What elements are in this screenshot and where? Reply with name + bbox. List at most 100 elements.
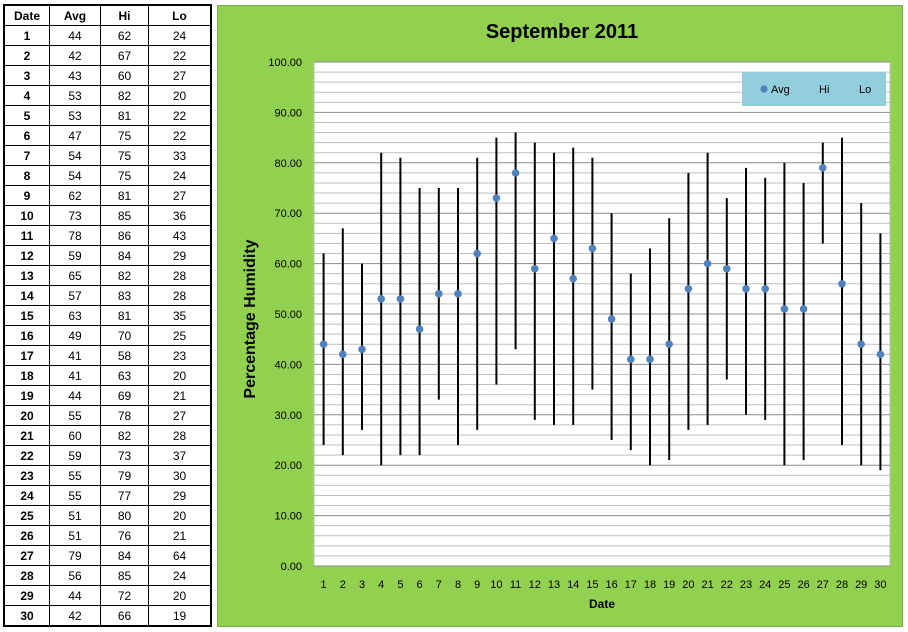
x-tick-label: 16 [605, 579, 617, 591]
avg-cell: 59 [49, 445, 101, 466]
avg-marker [723, 264, 731, 273]
table-row: 28 56 85 24 [3, 565, 212, 586]
x-tick-label: 11 [510, 579, 521, 591]
avg-marker [531, 264, 539, 273]
avg-marker [492, 194, 501, 202]
avg-marker [473, 249, 481, 258]
date-cell: 26 [3, 525, 50, 546]
x-tick-label: 29 [855, 579, 867, 591]
avg-cell: 51 [49, 525, 101, 546]
y-tick-label: 60.00 [274, 259, 302, 271]
x-tick-label: 26 [797, 579, 809, 591]
avg-cell: 42 [49, 45, 101, 66]
y-tick-label: 80.00 [274, 158, 302, 170]
x-tick-label: 12 [529, 579, 541, 591]
avg-marker [761, 285, 769, 293]
x-tick-label: 10 [490, 579, 502, 591]
table-row: 14 57 83 28 [3, 285, 212, 306]
avg-cell: 73 [49, 205, 101, 226]
lo-cell: 22 [148, 105, 212, 126]
lo-cell: 28 [148, 265, 212, 286]
table-row: 4 53 82 20 [3, 85, 212, 106]
y-tick-label: 20.00 [274, 460, 302, 472]
avg-marker [358, 345, 366, 354]
date-cell: 15 [3, 305, 50, 326]
x-tick-label: 22 [721, 579, 733, 591]
x-tick-label: 23 [740, 579, 752, 591]
avg-cell: 47 [49, 125, 101, 146]
table-row: 27 79 84 64 [3, 545, 212, 566]
y-tick-label: 100.00 [268, 57, 302, 69]
hi-cell: 82 [100, 425, 149, 446]
lo-cell: 43 [148, 225, 212, 246]
column-header: Hi [100, 4, 149, 26]
table-row: 24 55 77 29 [3, 485, 212, 506]
lo-cell: 30 [148, 465, 212, 486]
date-cell: 30 [3, 605, 50, 627]
date-cell: 8 [3, 165, 50, 186]
avg-cell: 78 [49, 225, 101, 246]
hi-cell: 76 [100, 525, 149, 546]
table-row: 30 42 66 19 [3, 605, 212, 627]
legend-avg-marker [760, 85, 768, 93]
x-tick-label: 9 [474, 579, 480, 591]
avg-marker [646, 355, 654, 364]
lo-cell: 20 [148, 585, 212, 606]
date-cell: 3 [3, 65, 50, 86]
date-cell: 14 [3, 285, 50, 306]
lo-cell: 64 [148, 545, 212, 566]
lo-cell: 37 [148, 445, 212, 466]
avg-cell: 79 [49, 545, 101, 566]
lo-cell: 22 [148, 45, 212, 66]
avg-marker [703, 259, 712, 268]
avg-marker [588, 244, 597, 253]
hi-cell: 63 [100, 365, 149, 386]
date-cell: 23 [3, 465, 50, 486]
date-cell: 22 [3, 445, 50, 466]
avg-cell: 51 [49, 505, 101, 526]
avg-cell: 41 [49, 345, 101, 366]
column-header: Date [3, 4, 50, 26]
hi-cell: 81 [100, 305, 149, 326]
lo-cell: 20 [148, 365, 212, 386]
lo-cell: 21 [148, 385, 212, 406]
hi-cell: 78 [100, 405, 149, 426]
hi-cell: 81 [100, 105, 149, 126]
avg-marker [319, 340, 328, 349]
hi-cell: 75 [100, 145, 149, 166]
avg-cell: 44 [49, 585, 101, 606]
lo-cell: 35 [148, 305, 212, 326]
avg-cell: 60 [49, 425, 101, 446]
x-tick-label: 4 [378, 579, 384, 591]
avg-marker [838, 279, 846, 288]
table-row: 2 42 67 22 [3, 45, 212, 66]
hi-cell: 83 [100, 285, 149, 306]
y-tick-label: 40.00 [274, 359, 302, 371]
x-tick-label: 19 [663, 579, 675, 591]
x-tick-label: 15 [586, 579, 598, 591]
avg-marker [607, 315, 616, 323]
lo-cell: 24 [148, 565, 212, 586]
avg-cell: 44 [49, 25, 101, 46]
date-cell: 20 [3, 405, 50, 426]
avg-marker [665, 340, 673, 349]
date-cell: 4 [3, 85, 50, 106]
avg-marker [550, 234, 558, 243]
x-tick-label: 14 [567, 579, 579, 591]
y-tick-label: 0.00 [281, 561, 302, 573]
x-tick-label: 21 [701, 579, 713, 591]
date-cell: 13 [3, 265, 50, 286]
column-header: Avg [49, 4, 101, 26]
avg-marker [799, 305, 808, 313]
table-row: 8 54 75 24 [3, 165, 212, 186]
date-cell: 6 [3, 125, 50, 146]
table-row: 17 41 58 23 [3, 345, 212, 366]
x-tick-label: 25 [778, 579, 790, 591]
x-tick-label: 13 [548, 579, 560, 591]
lo-cell: 20 [148, 505, 212, 526]
hi-cell: 67 [100, 45, 149, 66]
avg-marker [377, 295, 385, 303]
date-cell: 29 [3, 585, 50, 606]
table-row: 12 59 84 29 [3, 245, 212, 266]
hi-lo-lines [322, 132, 882, 471]
